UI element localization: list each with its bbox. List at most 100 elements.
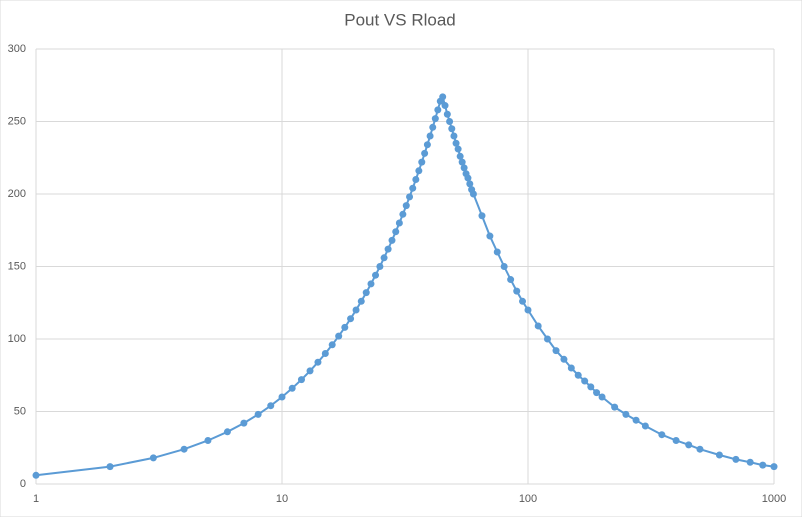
data-point	[418, 158, 426, 166]
data-point	[732, 455, 740, 463]
data-point	[469, 190, 477, 198]
data-point	[32, 471, 40, 479]
data-point	[658, 431, 666, 439]
data-point	[696, 445, 704, 453]
data-point	[454, 145, 462, 153]
x-tick-label: 1	[33, 493, 39, 505]
y-tick-label: 200	[8, 188, 26, 200]
data-point	[507, 276, 515, 284]
y-tick-label: 250	[8, 115, 26, 127]
data-point	[415, 167, 423, 175]
data-point	[587, 383, 595, 391]
data-point	[357, 297, 365, 305]
y-tick-label: 300	[8, 43, 26, 55]
data-point	[426, 132, 434, 140]
data-point	[478, 212, 486, 220]
data-point	[267, 402, 275, 410]
data-point	[328, 341, 336, 349]
data-point	[641, 422, 649, 430]
data-point	[335, 332, 343, 340]
y-tick-label: 100	[8, 333, 26, 345]
data-point	[464, 174, 472, 182]
data-point	[223, 428, 231, 436]
data-point	[581, 377, 589, 385]
data-point	[288, 384, 296, 392]
data-point	[452, 139, 460, 147]
data-point	[395, 219, 403, 227]
data-point	[552, 347, 560, 355]
data-point	[367, 280, 375, 288]
data-point	[450, 132, 458, 140]
x-tick-label: 10	[276, 493, 288, 505]
data-point	[543, 335, 551, 343]
data-point	[347, 315, 355, 323]
data-point	[423, 141, 431, 149]
data-point	[341, 323, 349, 331]
data-point	[746, 458, 754, 466]
y-tick-label: 50	[14, 405, 26, 417]
data-point	[466, 180, 474, 188]
data-point	[441, 102, 449, 110]
data-point	[448, 125, 456, 133]
x-tick-label: 1000	[762, 493, 786, 505]
data-point	[392, 228, 400, 236]
data-point	[500, 263, 508, 270]
data-point	[421, 149, 429, 157]
data-point	[149, 454, 157, 462]
data-point	[534, 322, 542, 330]
data-point	[611, 403, 619, 411]
data-point	[399, 210, 407, 218]
data-point	[622, 410, 630, 418]
y-tick-label: 0	[20, 478, 26, 490]
data-point	[376, 263, 384, 270]
data-point	[204, 437, 212, 444]
data-point	[431, 115, 439, 123]
data-point	[524, 306, 532, 314]
data-point	[429, 123, 437, 131]
data-point	[593, 389, 601, 397]
data-point	[372, 271, 380, 279]
data-point	[685, 441, 693, 449]
chart-title: Pout VS Rload	[344, 10, 456, 29]
data-point	[567, 364, 575, 372]
data-point	[240, 419, 248, 427]
data-point	[486, 232, 494, 240]
data-point	[598, 393, 606, 401]
data-point	[254, 410, 262, 418]
data-point	[388, 236, 396, 244]
y-tick-label: 150	[8, 260, 26, 272]
data-point	[672, 437, 680, 444]
data-point	[321, 350, 329, 357]
data-point	[456, 152, 464, 160]
data-point	[106, 463, 114, 471]
data-point	[446, 118, 454, 125]
data-point	[402, 202, 410, 210]
data-point	[352, 306, 360, 314]
data-point	[632, 416, 640, 424]
data-point	[513, 287, 521, 295]
data-point	[384, 245, 392, 253]
data-point	[180, 445, 188, 453]
data-point	[434, 106, 442, 114]
data-point	[458, 158, 466, 166]
data-point	[759, 461, 767, 469]
data-point	[439, 93, 447, 101]
data-point	[409, 184, 417, 192]
data-point	[519, 297, 527, 305]
data-point	[380, 254, 388, 262]
x-tick-label: 100	[519, 493, 537, 505]
data-point	[460, 164, 468, 172]
data-point	[306, 367, 314, 375]
data-point	[560, 355, 568, 363]
data-point	[406, 193, 414, 201]
data-point	[715, 451, 723, 459]
data-point	[297, 376, 305, 384]
data-point	[278, 393, 286, 401]
data-point	[314, 358, 322, 366]
data-point	[574, 371, 582, 379]
data-point	[493, 248, 501, 256]
data-point	[362, 289, 370, 297]
data-point	[412, 176, 420, 183]
data-point	[770, 463, 778, 471]
